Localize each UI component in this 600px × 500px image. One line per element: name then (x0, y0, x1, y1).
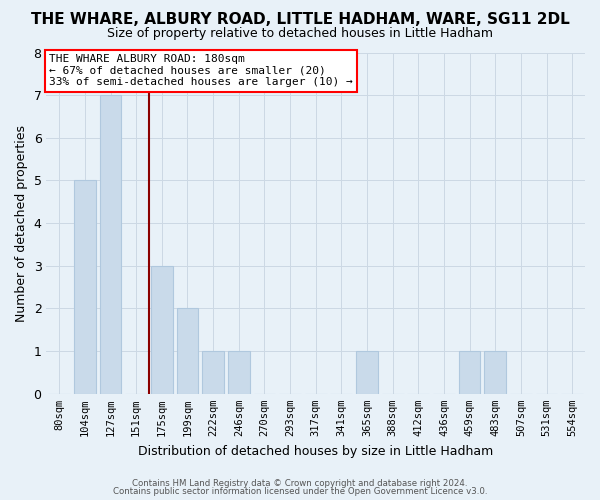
Y-axis label: Number of detached properties: Number of detached properties (15, 124, 28, 322)
Text: THE WHARE ALBURY ROAD: 180sqm
← 67% of detached houses are smaller (20)
33% of s: THE WHARE ALBURY ROAD: 180sqm ← 67% of d… (49, 54, 353, 88)
Bar (228, 351, 250, 394)
Text: Contains HM Land Registry data © Crown copyright and database right 2024.: Contains HM Land Registry data © Crown c… (132, 478, 468, 488)
Bar (176, 308, 199, 394)
Bar (484, 351, 506, 394)
Bar (356, 351, 378, 394)
Text: THE WHARE, ALBURY ROAD, LITTLE HADHAM, WARE, SG11 2DL: THE WHARE, ALBURY ROAD, LITTLE HADHAM, W… (31, 12, 569, 28)
Bar (74, 180, 96, 394)
Bar (100, 95, 121, 394)
Bar (151, 266, 173, 394)
Bar (458, 351, 481, 394)
Text: Contains public sector information licensed under the Open Government Licence v3: Contains public sector information licen… (113, 487, 487, 496)
Text: Size of property relative to detached houses in Little Hadham: Size of property relative to detached ho… (107, 28, 493, 40)
Bar (202, 351, 224, 394)
X-axis label: Distribution of detached houses by size in Little Hadham: Distribution of detached houses by size … (138, 444, 493, 458)
